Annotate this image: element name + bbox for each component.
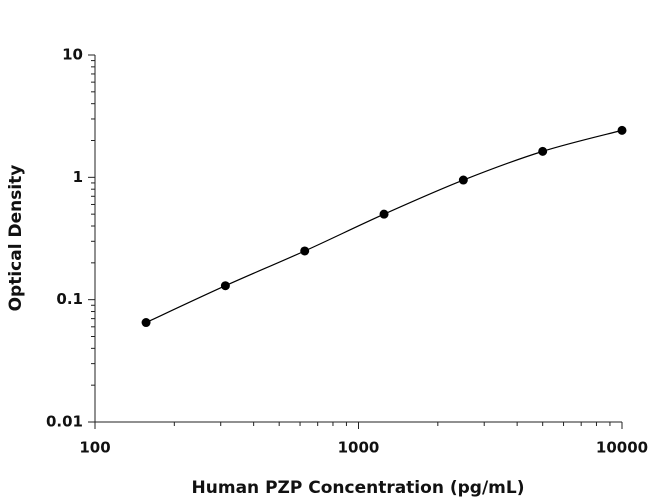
x-axis-title: Human PZP Concentration (pg/mL) — [192, 478, 525, 498]
fit-curve — [145, 129, 623, 324]
data-point — [379, 209, 389, 219]
x-tick-label: 100 — [79, 439, 110, 457]
y-tick-label: 10 — [62, 46, 83, 64]
data-point — [220, 281, 230, 291]
data-point — [300, 246, 310, 256]
x-tick-label: 10000 — [596, 439, 648, 457]
y-tick-label: 1 — [73, 168, 83, 186]
data-point — [617, 125, 627, 135]
data-point — [458, 175, 468, 185]
data-point — [141, 318, 151, 328]
x-tick-label: 1000 — [338, 439, 380, 457]
data-point — [538, 146, 548, 156]
y-axis-title: Optical Density — [6, 165, 26, 312]
y-tick-label: 0.1 — [56, 290, 83, 308]
y-tick-label: 0.01 — [46, 413, 83, 431]
